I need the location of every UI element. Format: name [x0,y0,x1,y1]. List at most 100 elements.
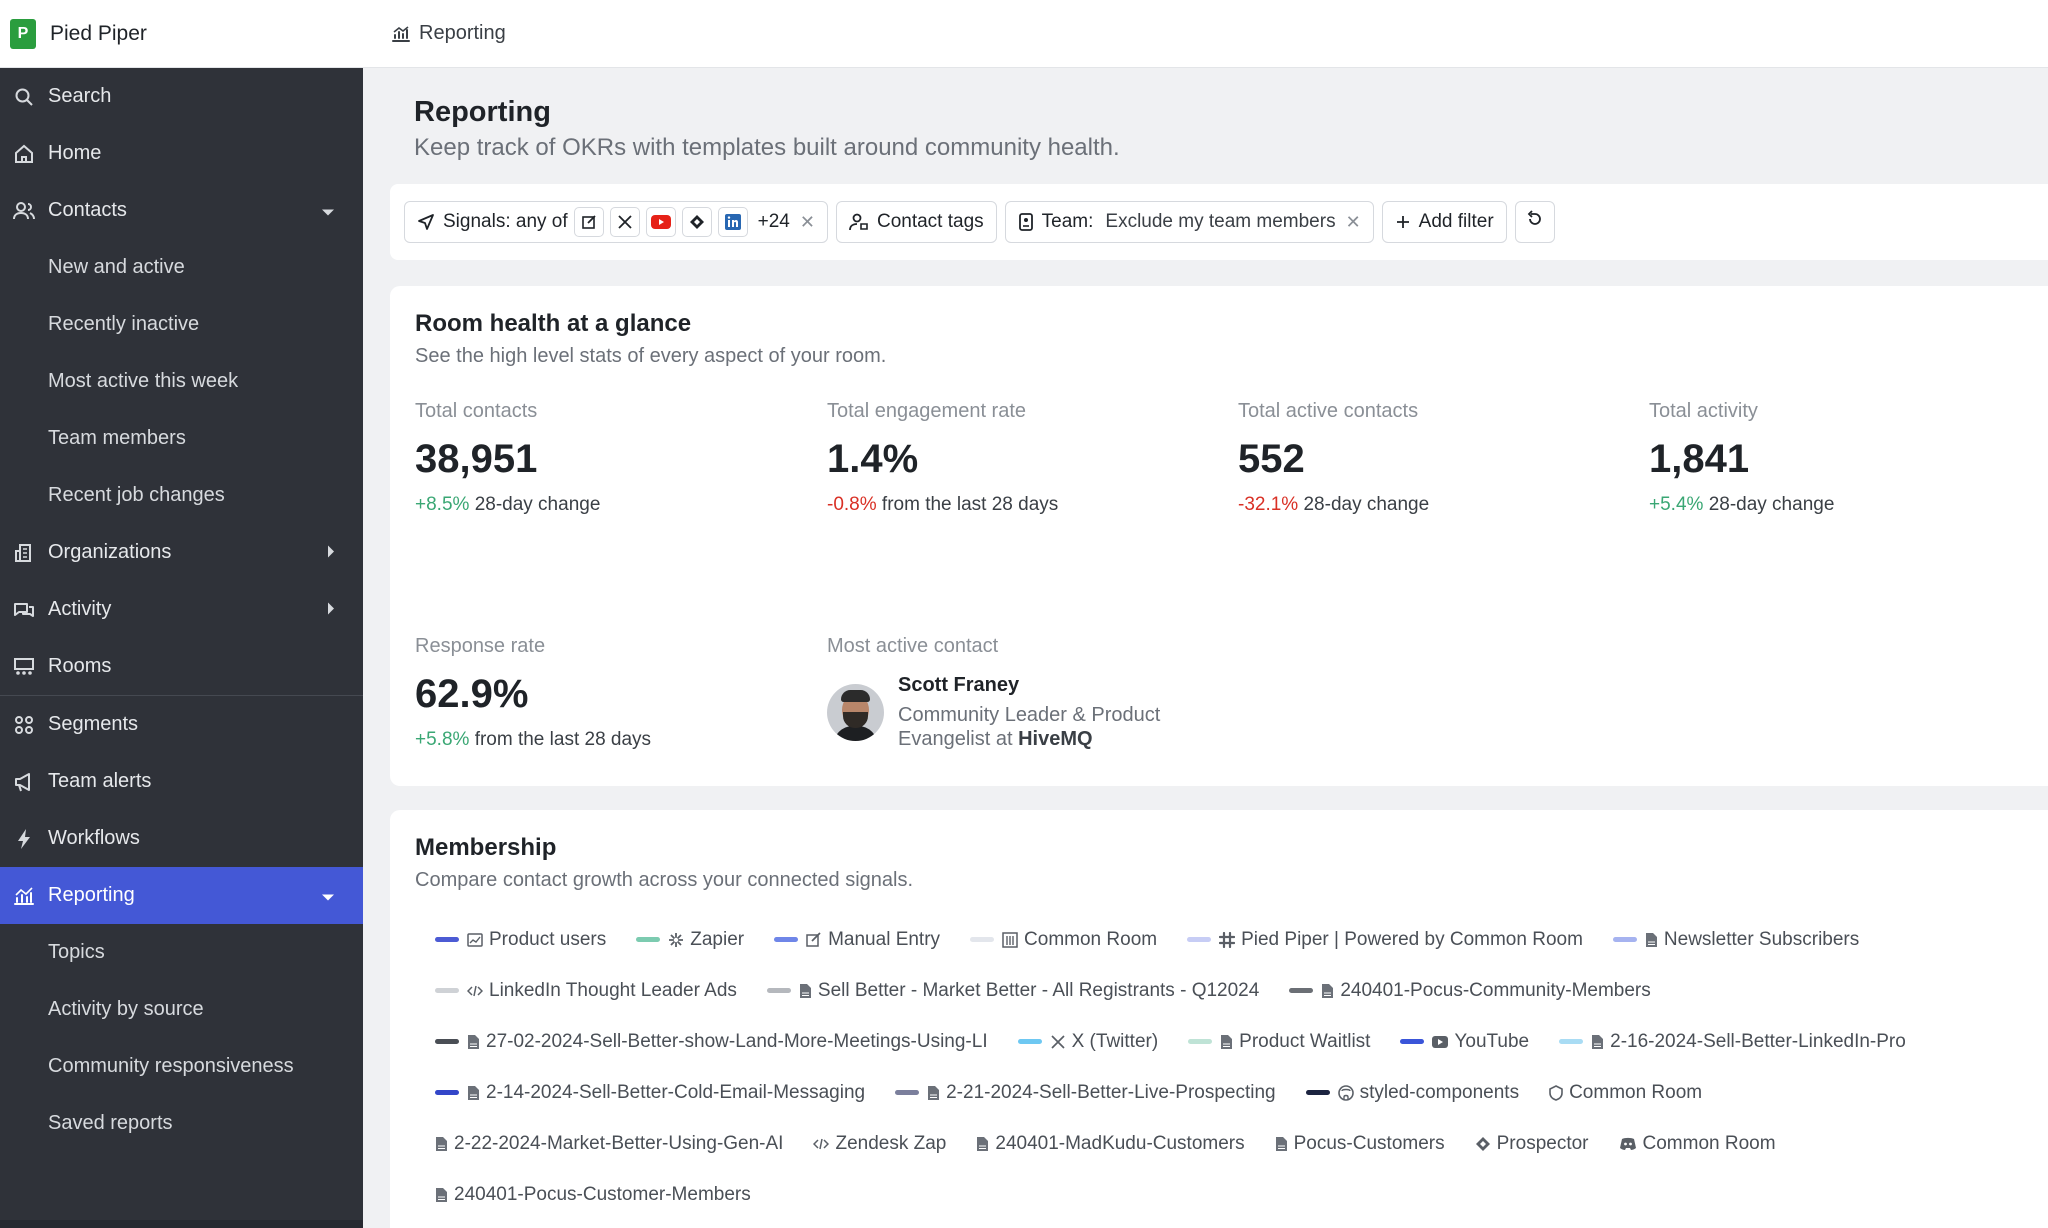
x-icon [609,207,640,237]
legend-item[interactable]: 2-16-2024-Sell-Better-LinkedIn-Pro [1559,1031,1906,1053]
close-icon[interactable]: ✕ [799,211,815,232]
sidebar-item-recent-job-changes[interactable]: Recent job changes [0,467,363,524]
legend-item[interactable]: Prospector [1475,1133,1589,1155]
legend-item[interactable]: 2-21-2024-Sell-Better-Live-Prospecting [895,1082,1276,1104]
activity-icon [12,598,36,622]
code-icon [813,1137,830,1151]
file-icon [1220,1034,1233,1050]
sidebar-item-activity[interactable]: Activity [0,581,363,638]
chevron-right-icon[interactable] [327,541,335,564]
legend-item[interactable]: Newsletter Subscribers [1612,928,1860,951]
legend-item[interactable]: X (Twitter) [1017,1031,1158,1053]
legend-label: Pocus-Customers [1293,1132,1445,1154]
legend-label: 2-21-2024-Sell-Better-Live-Prospecting [946,1081,1276,1103]
sidebar-item-most-active-this-week[interactable]: Most active this week [0,353,363,410]
sidebar-item-label: Search [48,85,112,107]
contact-card[interactable]: Scott Franey Community Leader & Product … [827,674,1160,751]
legend-item[interactable]: 2-14-2024-Sell-Better-Cold-Email-Messagi… [435,1082,865,1104]
file-icon [467,1034,480,1050]
sidebar-item-activity-by-source[interactable]: Activity by source [0,981,363,1038]
legend-item[interactable]: YouTube [1400,1031,1529,1053]
sidebar-item-reporting[interactable]: Reporting [0,867,363,924]
stat-value: 552 [1238,437,1305,481]
card-subtitle: See the high level stats of every aspect… [415,345,887,367]
stat-delta: +5.8% [415,729,470,750]
close-icon[interactable]: ✕ [1345,211,1361,232]
sidebar-item-workflows[interactable]: Workflows [0,810,363,867]
legend-item[interactable]: Pocus-Customers [1275,1133,1445,1155]
legend-swatch [1612,937,1637,942]
chevron-right-icon[interactable] [327,598,335,621]
legend-item[interactable]: 27-02-2024-Sell-Better-show-Land-More-Me… [435,1031,988,1053]
workspace-switcher[interactable]: P Pied Piper [0,0,363,68]
sidebar-item-new-and-active[interactable]: New and active [0,239,363,296]
sidebar-item-community-responsiveness[interactable]: Community responsiveness [0,1038,363,1095]
legend-item[interactable]: Manual Entry [774,929,940,951]
sidebar-item-home[interactable]: Home [0,125,363,182]
contact-role-line2: Evangelist at [898,728,1013,750]
top-bar: P Pied Piper Reporting [0,0,2048,68]
legend-item[interactable]: Zapier [636,929,744,951]
file-icon [1275,1136,1288,1152]
legend-item[interactable]: Common Room [1619,1133,1776,1155]
sidebar-item-contacts[interactable]: Contacts [0,182,363,239]
sidebar-item-organizations[interactable]: Organizations [0,524,363,581]
legend-item[interactable]: Zendesk Zap [813,1133,946,1155]
legend-item[interactable]: Product Waitlist [1188,1031,1370,1053]
legend-item[interactable]: Pied Piper | Powered by Common Room [1187,929,1583,951]
stat-label: Total contacts [415,400,538,422]
sidebar-item-team-members[interactable]: Team members [0,410,363,467]
legend-label: Newsletter Subscribers [1663,928,1860,950]
sidebar-item-segments[interactable]: Segments [0,696,363,753]
signals-filter[interactable]: Signals: any of +24 ✕ [404,201,828,243]
legend-item[interactable]: styled-components [1305,1082,1519,1104]
legend-label: 27-02-2024-Sell-Better-show-Land-More-Me… [486,1030,988,1052]
chevron-down-icon[interactable] [321,199,335,222]
user-tag-icon [849,213,869,231]
legend-swatch [1187,937,1212,942]
add-filter-button[interactable]: Add filter [1381,201,1507,243]
sidebar-item-saved-reports[interactable]: Saved reports [0,1095,363,1152]
legend-item[interactable]: Common Room [970,929,1157,951]
legend-item[interactable]: 240401-Pocus-Community-Members [1289,980,1651,1002]
sidebar-item-rooms[interactable]: Rooms [0,638,363,695]
legend-item[interactable]: Common Room [1549,1082,1702,1104]
legend-label: 2-14-2024-Sell-Better-Cold-Email-Messagi… [486,1081,866,1103]
sidebar-item-search[interactable]: Search [0,68,363,125]
file-icon [1321,983,1334,999]
legend-label: 2-16-2024-Sell-Better-LinkedIn-Pro [1610,1030,1906,1052]
sidebar-item-label: New and active [48,256,185,278]
legend-item[interactable]: 240401-MadKudu-Customers [976,1133,1245,1155]
add-filter-label: Add filter [1418,211,1494,232]
legend-swatch [1559,1039,1584,1044]
stat-change: +8.5% 28-day change [415,494,600,516]
team-filter[interactable]: Team: Exclude my team members ✕ [1004,201,1374,243]
sidebar-item-recently-inactive[interactable]: Recently inactive [0,296,363,353]
legend-item[interactable]: LinkedIn Thought Leader Ads [435,980,737,1002]
legend-label: Common Room [1642,1132,1776,1154]
legend-item[interactable]: 2-22-2024-Market-Better-Using-Gen-AI [435,1133,783,1155]
legend-swatch [1289,988,1314,993]
sidebar-item-label: Organizations [48,541,172,563]
sidebar-item-topics[interactable]: Topics [0,924,363,981]
legend-row: Product users Zapier Manual Entry Common Ro… [435,914,2048,965]
legend-item[interactable]: Sell Better - Market Better - All Regist… [766,980,1259,1002]
segments-icon [12,713,36,737]
legend-label: Common Room [1024,928,1158,950]
legend-row: 2-14-2024-Sell-Better-Cold-Email-Messagi… [435,1067,2048,1118]
legend-item[interactable]: Product users [435,929,606,951]
legend-label: Zapier [690,928,745,950]
chevron-down-icon[interactable] [321,884,335,907]
legend-label: YouTube [1454,1030,1530,1052]
signals-more-count: +24 [757,211,790,232]
stat-delta: -32.1% [1238,494,1299,515]
legend-label: Manual Entry [828,928,941,950]
contact-tags-filter[interactable]: Contact tags [835,201,997,243]
page-subtitle: Keep track of OKRs with templates built … [414,134,1120,161]
sidebar-item-team-alerts[interactable]: Team alerts [0,753,363,810]
stat-change: -0.8% from the last 28 days [827,494,1058,516]
legend-swatch [1188,1039,1213,1044]
reset-filters-button[interactable] [1514,201,1555,243]
legend-item[interactable]: 240401-Pocus-Customer-Members [435,1184,751,1206]
discord-icon [1619,1137,1637,1151]
